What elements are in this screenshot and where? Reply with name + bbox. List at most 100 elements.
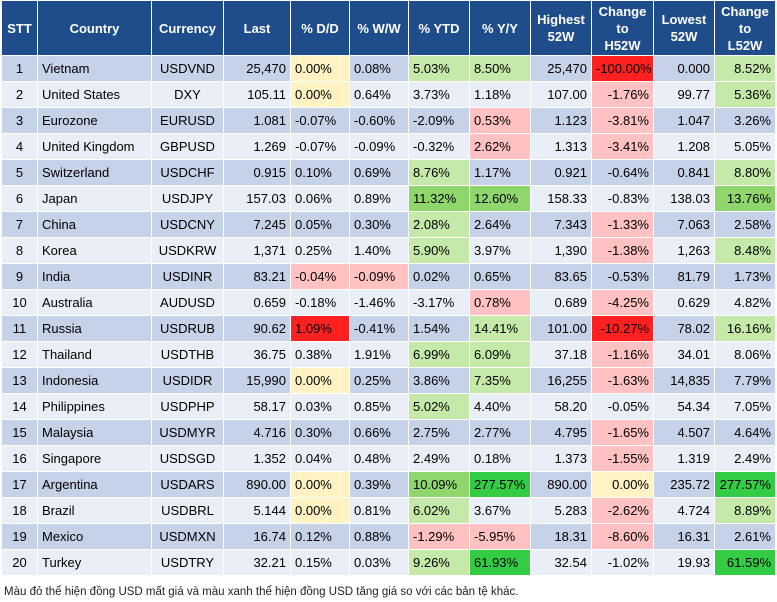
- table-cell: 3.86%: [409, 368, 470, 394]
- table-cell: 5.02%: [409, 394, 470, 420]
- table-cell: 0.18%: [470, 446, 531, 472]
- table-row[interactable]: 14 Philippines USDPHP 58.17 0.03% 0.85% 5.02% 4…: [2, 394, 776, 420]
- table-row[interactable]: 20 Turkey USDTRY 32.21 0.15% 0.03% 9.26% 61.93%…: [2, 550, 776, 576]
- table-cell: USDJPY: [152, 186, 224, 212]
- table-cell: USDCNY: [152, 212, 224, 238]
- table-cell: 3.26%: [715, 108, 776, 134]
- table-cell: 0.69%: [350, 160, 409, 186]
- table-cell: 0.10%: [291, 160, 350, 186]
- table-row[interactable]: 16 Singapore USDSGD 1.352 0.04% 0.48% 2.49% 0.1…: [2, 446, 776, 472]
- table-cell: 3.67%: [470, 498, 531, 524]
- table-row[interactable]: 15 Malaysia USDMYR 4.716 0.30% 0.66% 2.75% 2.77…: [2, 420, 776, 446]
- table-row[interactable]: 3 Eurozone EURUSD 1.081 -0.07% -0.60% -2.09% 0.…: [2, 108, 776, 134]
- table-cell: -0.32%: [409, 134, 470, 160]
- table-cell: USDCHF: [152, 160, 224, 186]
- table-cell: 7: [2, 212, 38, 238]
- table-cell: -4.25%: [592, 290, 654, 316]
- column-header[interactable]: Country: [38, 1, 152, 56]
- table-cell: 15: [2, 420, 38, 446]
- column-header-label: Change: [721, 4, 769, 19]
- table-cell: United States: [38, 82, 152, 108]
- table-row[interactable]: 9 India USDINR 83.21 -0.04% -0.09% 0.02% 0.65% 8…: [2, 264, 776, 290]
- table-cell: 17: [2, 472, 38, 498]
- table-cell: 18: [2, 498, 38, 524]
- table-row[interactable]: 7 China USDCNY 7.245 0.05% 0.30% 2.08% 2.64% 7.3…: [2, 212, 776, 238]
- table-row[interactable]: 1 Vietnam USDVND 25,470 0.00% 0.08% 5.03% 8.50%…: [2, 56, 776, 82]
- table-cell: -10.27%: [592, 316, 654, 342]
- table-row[interactable]: 4 United Kingdom GBPUSD 1.269 -0.07% -0.09% -0…: [2, 134, 776, 160]
- table-cell: 1.208: [654, 134, 715, 160]
- table-cell: 36.75: [224, 342, 291, 368]
- table-cell: 0.25%: [350, 368, 409, 394]
- column-header[interactable]: % W/W: [350, 1, 409, 56]
- table-row[interactable]: 8 Korea USDKRW 1,371 0.25% 1.40% 5.90% 3.97% 1,3…: [2, 238, 776, 264]
- table-row[interactable]: 13 Indonesia USDIDR 15,990 0.00% 0.25% 3.86% 7.…: [2, 368, 776, 394]
- column-header[interactable]: % Y/Y: [470, 1, 531, 56]
- table-row[interactable]: 12 Thailand USDTHB 36.75 0.38% 1.91% 6.99% 6.09…: [2, 342, 776, 368]
- table-cell: 4.82%: [715, 290, 776, 316]
- table-cell: -1.29%: [409, 524, 470, 550]
- table-cell: USDRUB: [152, 316, 224, 342]
- column-header[interactable]: Change to L52W: [715, 1, 776, 56]
- table-row[interactable]: 5 Switzerland USDCHF 0.915 0.10% 0.69% 8.76% 1.…: [2, 160, 776, 186]
- table-cell: 7.79%: [715, 368, 776, 394]
- column-header[interactable]: % D/D: [291, 1, 350, 56]
- column-header[interactable]: Currency: [152, 1, 224, 56]
- column-header-label: L52W: [728, 38, 763, 53]
- table-cell: Vietnam: [38, 56, 152, 82]
- table-cell: 9: [2, 264, 38, 290]
- table-cell: -5.95%: [470, 524, 531, 550]
- table-cell: 0.88%: [350, 524, 409, 550]
- table-row[interactable]: 11 Russia USDRUB 90.62 1.09% -0.41% 1.54% 14.41…: [2, 316, 776, 342]
- table-cell: 6.09%: [470, 342, 531, 368]
- table-cell: 14.41%: [470, 316, 531, 342]
- table-cell: -0.64%: [592, 160, 654, 186]
- column-header[interactable]: % YTD: [409, 1, 470, 56]
- table-cell: 4.716: [224, 420, 291, 446]
- table-cell: 81.79: [654, 264, 715, 290]
- table-cell: 61.59%: [715, 550, 776, 576]
- column-header-label: % W/W: [357, 21, 400, 36]
- table-cell: 0.921: [531, 160, 592, 186]
- table-row[interactable]: 10 Australia AUDUSD 0.659 -0.18% -1.46% -3.17%…: [2, 290, 776, 316]
- column-header[interactable]: Lowest 52W: [654, 1, 715, 56]
- column-header[interactable]: Change to H52W: [592, 1, 654, 56]
- column-header-label: to: [739, 21, 751, 36]
- table-cell: -2.62%: [592, 498, 654, 524]
- table-cell: 90.62: [224, 316, 291, 342]
- table-row[interactable]: 19 Mexico USDMXN 16.74 0.12% 0.88% -1.29% -5.95…: [2, 524, 776, 550]
- table-cell: GBPUSD: [152, 134, 224, 160]
- table-cell: 0.12%: [291, 524, 350, 550]
- table-cell: 1.73%: [715, 264, 776, 290]
- table-cell: -1.63%: [592, 368, 654, 394]
- column-header-label: Currency: [159, 21, 216, 36]
- table-cell: USDVND: [152, 56, 224, 82]
- table-cell: 15,990: [224, 368, 291, 394]
- table-row[interactable]: 6 Japan USDJPY 157.03 0.06% 0.89% 11.32% 12.60%…: [2, 186, 776, 212]
- table-cell: 54.34: [654, 394, 715, 420]
- column-header[interactable]: STT: [2, 1, 38, 56]
- table-cell: 83.21: [224, 264, 291, 290]
- table-cell: 0.30%: [350, 212, 409, 238]
- table-cell: Mexico: [38, 524, 152, 550]
- table-cell: 0.64%: [350, 82, 409, 108]
- table-row[interactable]: 17 Argentina USDARS 890.00 0.00% 0.39% 10.09% 2…: [2, 472, 776, 498]
- table-cell: 0.00%: [291, 472, 350, 498]
- table-cell: -1.33%: [592, 212, 654, 238]
- table-cell: Philippines: [38, 394, 152, 420]
- table-cell: 7.05%: [715, 394, 776, 420]
- column-header-label: 52W: [548, 29, 575, 44]
- table-cell: 7.35%: [470, 368, 531, 394]
- table-row[interactable]: 18 Brazil USDBRL 5.144 0.00% 0.81% 6.02% 3.67% 5…: [2, 498, 776, 524]
- column-header[interactable]: Highest 52W: [531, 1, 592, 56]
- table-cell: 6.99%: [409, 342, 470, 368]
- table-cell: -1.76%: [592, 82, 654, 108]
- table-cell: 0.15%: [291, 550, 350, 576]
- table-cell: 8.89%: [715, 498, 776, 524]
- table-cell: Malaysia: [38, 420, 152, 446]
- column-header[interactable]: Last: [224, 1, 291, 56]
- table-row[interactable]: 2 United States DXY 105.11 0.00% 0.64% 3.73% 1.…: [2, 82, 776, 108]
- table-body: 1 Vietnam USDVND 25,470 0.00% 0.08% 5.03% 8.50%…: [2, 56, 776, 576]
- table-cell: 0.00%: [592, 472, 654, 498]
- table-cell: 107.00: [531, 82, 592, 108]
